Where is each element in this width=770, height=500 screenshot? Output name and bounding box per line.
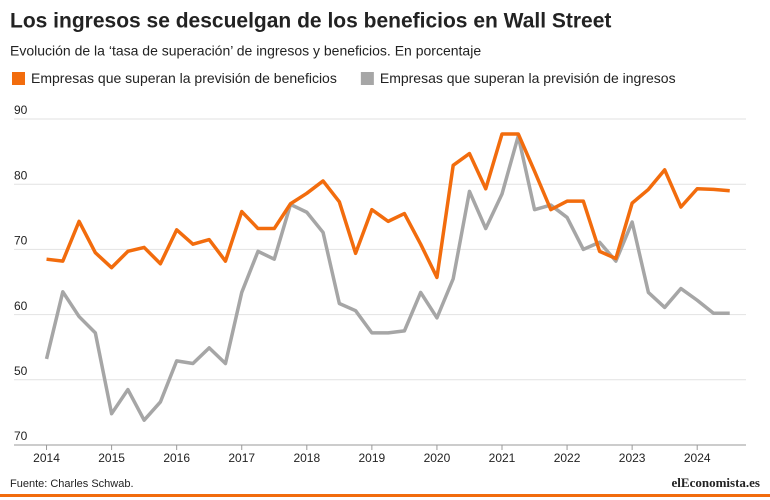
chart-subtitle: Evolución de la ‘tasa de superación’ de …: [10, 43, 481, 59]
source: Fuente: Charles Schwab.: [10, 478, 134, 490]
x-tick-label: 2017: [228, 451, 255, 465]
legend-swatch: [360, 72, 374, 85]
x-tick-label: 2014: [33, 451, 60, 465]
series-line: [44, 134, 730, 422]
x-tick-label: 2018: [293, 451, 320, 465]
legend-label: Empresas que superan la previsión de ing…: [380, 70, 676, 86]
legend-label: Empresas que superan la previsión de ben…: [31, 70, 337, 86]
y-tick-label: 60: [14, 299, 28, 313]
y-tick-label: 50: [14, 364, 28, 378]
y-tick-label: 70: [14, 234, 28, 248]
y-tick-label: 90: [14, 103, 28, 117]
x-tick-label: 2023: [619, 451, 646, 465]
footer-bar: [0, 494, 770, 497]
y-tick-label: 70: [14, 429, 28, 443]
y-tick-label: 80: [14, 168, 28, 182]
x-tick-label: 2022: [554, 451, 581, 465]
x-tick-label: 2024: [684, 451, 711, 465]
x-tick-label: 2020: [424, 451, 451, 465]
logo: elEconomista.es: [672, 475, 760, 490]
x-tick-label: 2016: [163, 451, 190, 465]
x-tick-label: 2015: [98, 451, 125, 465]
legend-swatch: [12, 72, 25, 85]
x-tick-label: 2021: [489, 451, 516, 465]
x-tick-label: 2019: [359, 451, 386, 465]
series-line: [46, 132, 730, 280]
chart-title: Los ingresos se descuelgan de los benefi…: [10, 10, 611, 33]
